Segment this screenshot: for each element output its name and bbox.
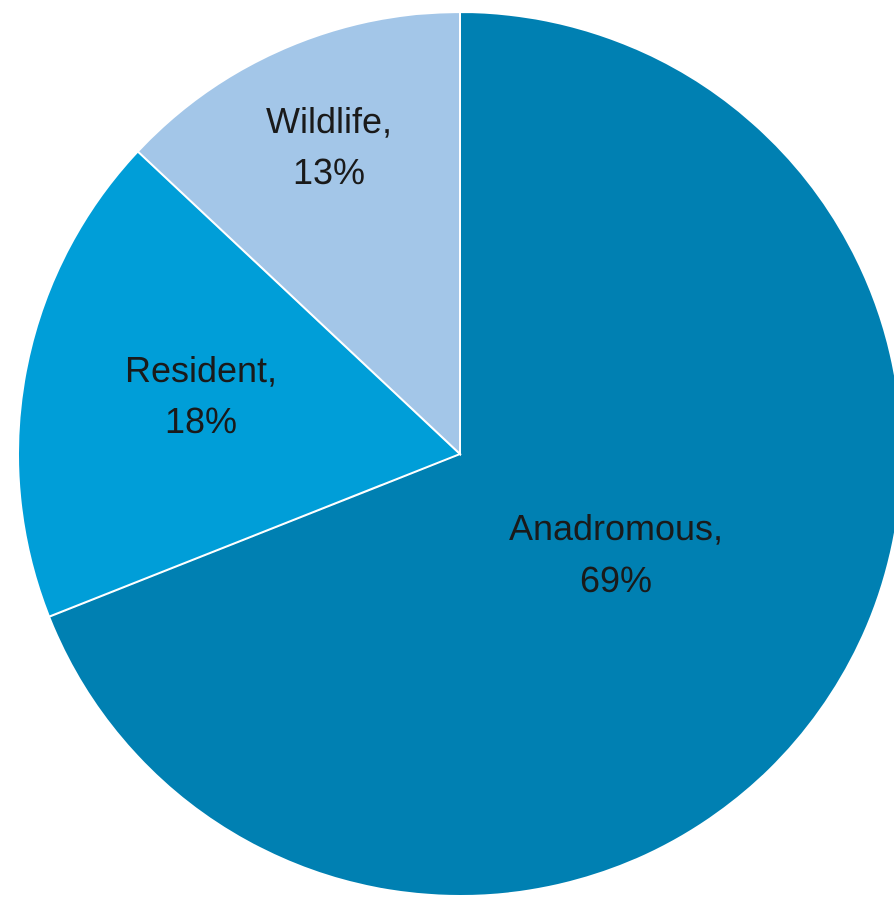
- slice-percent-label: 13%: [293, 151, 365, 192]
- slice-category-label: Wildlife,: [266, 100, 392, 141]
- slice-category-label: Anadromous,: [509, 507, 723, 548]
- slice-label-anadromous: Anadromous, 69%: [509, 507, 723, 600]
- slice-category-label: Resident,: [125, 349, 277, 390]
- pie-slices: [17, 10, 894, 897]
- pie-slice-resident: [17, 150, 462, 619]
- pie-labels: Anadromous, 69% Resident, 18% Wildlife, 13%: [125, 100, 723, 600]
- pie-slice-anadromous: [47, 10, 894, 897]
- slice-percent-label: 18%: [165, 400, 237, 441]
- slice-percent-label: 69%: [580, 559, 652, 600]
- slice-label-resident: Resident, 18%: [125, 349, 277, 441]
- pie-slice-wildlife: [136, 10, 461, 457]
- slice-label-wildlife: Wildlife, 13%: [266, 100, 392, 192]
